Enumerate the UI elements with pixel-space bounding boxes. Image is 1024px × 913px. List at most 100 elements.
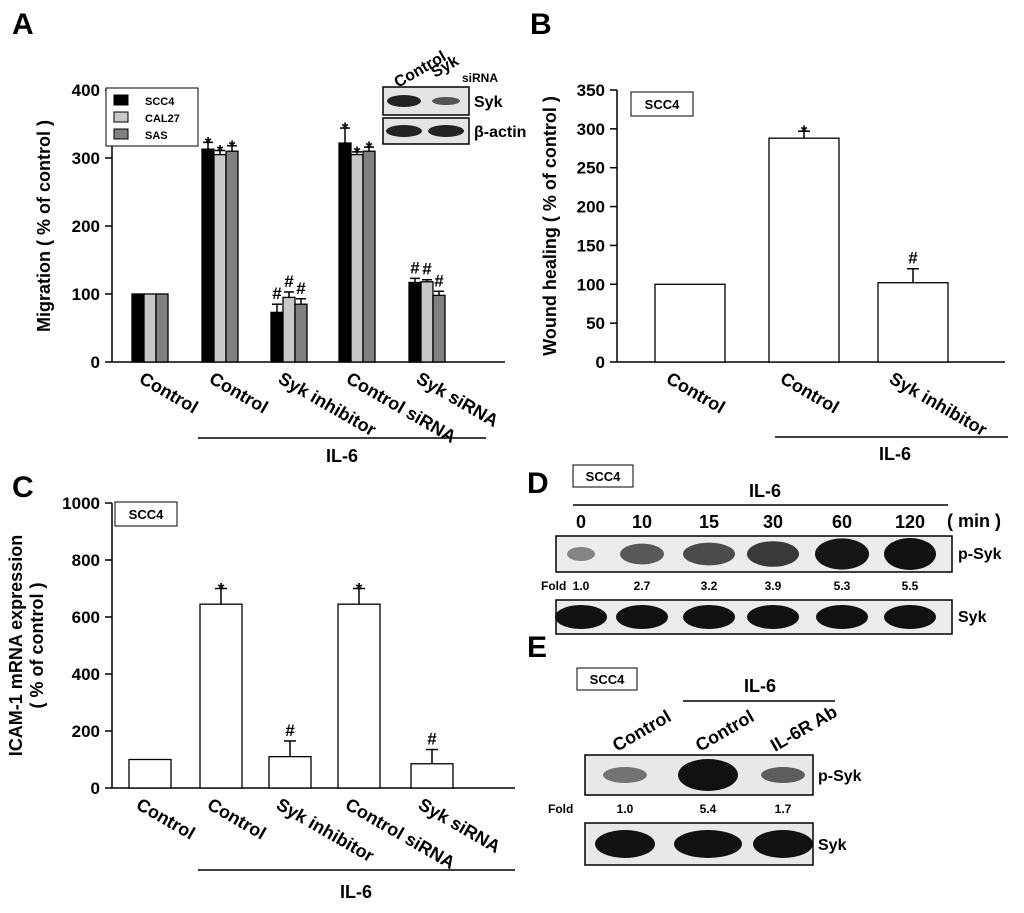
panel-d-syk-band xyxy=(747,605,799,629)
panel-c: C 0 200 400 600 800 1000 ICAM-1 mRNA expressio… xyxy=(6,471,515,902)
chart-b-category-label: Control xyxy=(663,368,728,417)
panel-d-row-psyk: p-Syk xyxy=(958,546,1002,563)
chart-b-ytick-label: 250 xyxy=(577,159,605,178)
chart-a-bar xyxy=(282,296,296,363)
chart-a-bar xyxy=(143,293,157,363)
chart-c-category-label: Control xyxy=(204,794,269,843)
panel-d-fold-label: Fold xyxy=(541,579,566,593)
chart-b-bar xyxy=(877,282,949,363)
chart-c-sig-mark: # xyxy=(285,721,295,740)
chart-a-ytick-label: 200 xyxy=(72,217,100,236)
legend-scc4: SCC4 xyxy=(145,96,175,108)
chart-b-category-label: Syk inhibitor xyxy=(886,368,990,440)
panel-d-fold: 5.3 xyxy=(834,579,851,593)
panel-e: E SCC4 IL-6 Control Control IL-6R Ab p-Syk… xyxy=(527,631,862,866)
panel-e-fold: 5.4 xyxy=(700,802,717,816)
panel-e-label: E xyxy=(527,631,547,664)
chart-a-sig-mark: * xyxy=(205,133,212,152)
chart-a-sig-mark: # xyxy=(422,260,432,279)
chart-c-sig-mark: * xyxy=(218,580,225,599)
panel-b-label: B xyxy=(530,8,552,41)
chart-b-sig-mark: * xyxy=(801,122,808,141)
panel-e-column: Control xyxy=(692,706,757,755)
chart-a-ytick-label: 400 xyxy=(72,81,100,100)
panel-d-fold: 3.9 xyxy=(765,579,782,593)
panel-d-psyk-band xyxy=(884,538,936,570)
chart-a-sig-mark: # xyxy=(434,271,444,290)
panel-e-fold-label: Fold xyxy=(548,802,573,816)
panel-d-syk-band xyxy=(816,605,868,629)
chart-a-sig-mark: # xyxy=(272,284,282,303)
chart-b-sig-mark: # xyxy=(908,249,918,268)
panel-d-fold: 5.5 xyxy=(902,579,919,593)
chart-b-ytick-label: 200 xyxy=(577,198,605,217)
panel-e-cell-line: SCC4 xyxy=(590,672,625,687)
panel-d-label: D xyxy=(527,467,549,500)
legend-sas: SAS xyxy=(145,130,168,142)
panel-d-psyk-band xyxy=(567,547,595,561)
chart-b-category-label: Control xyxy=(777,368,842,417)
panel-d: D SCC4 IL-6 0 10 15 30 60 120 ( min ) p-Syk F… xyxy=(527,464,1002,635)
blot-a-row-syk: Syk xyxy=(474,94,503,111)
panel-d-fold: 2.7 xyxy=(634,579,651,593)
panel-a-label: A xyxy=(12,8,34,41)
panel-d-syk-band xyxy=(555,605,607,629)
chart-a-bar xyxy=(225,150,239,363)
panel-d-row-syk: Syk xyxy=(958,609,987,626)
panel-a-treatment: IL-6 xyxy=(326,446,358,466)
chart-a-bar xyxy=(213,153,227,363)
chart-a-sig-mark: * xyxy=(342,119,349,138)
chart-b-ytick-label: 300 xyxy=(577,120,605,139)
panel-d-syk-band xyxy=(884,605,936,629)
chart-a-sig-mark: * xyxy=(229,137,236,156)
panel-e-row-syk: Syk xyxy=(818,837,847,854)
panel-d-psyk-band xyxy=(747,541,799,567)
chart-a-bar xyxy=(420,281,434,363)
panel-e-column: Control xyxy=(609,706,674,755)
chart-c-bar xyxy=(199,603,243,789)
panel-d-time: 30 xyxy=(763,512,783,532)
chart-c-ytick-label: 200 xyxy=(72,722,100,741)
panel-e-fold: 1.0 xyxy=(617,802,634,816)
panel-d-psyk-band xyxy=(620,543,664,565)
blot-a-row-actin: β-actin xyxy=(474,124,526,141)
chart-b-ylabel: Wound healing ( % of control ) xyxy=(540,96,560,356)
panel-b-cell-line: SCC4 xyxy=(645,97,680,112)
chart-c-ytick-label: 0 xyxy=(91,779,100,798)
chart-b-ytick-label: 0 xyxy=(596,353,605,372)
panel-d-fold: 1.0 xyxy=(573,579,590,593)
chart-a-category-label: Control xyxy=(206,368,271,417)
chart-a-ytick-label: 100 xyxy=(72,285,100,304)
chart-c-ylabel-2: ( % of control ) xyxy=(27,583,47,709)
panel-a: A 0 100 200 300 400 Migration ( % of control … xyxy=(12,8,526,466)
panel-d-time: 60 xyxy=(832,512,852,532)
chart-a-sig-mark: * xyxy=(366,138,373,157)
chart-c-ytick-label: 1000 xyxy=(62,494,100,513)
panel-d-time: 10 xyxy=(632,512,652,532)
chart-a-ylabel: Migration ( % of control ) xyxy=(34,120,54,332)
panel-d-fold: 3.2 xyxy=(701,579,718,593)
panel-c-cell-line: SCC4 xyxy=(129,507,164,522)
chart-c-category-label: Control xyxy=(133,794,198,843)
chart-b-bar xyxy=(768,137,840,363)
panel-d-time: 15 xyxy=(699,512,719,532)
chart-a-sig-mark: * xyxy=(217,142,224,161)
chart-a-bar xyxy=(131,293,145,363)
panel-d-unit: ( min ) xyxy=(947,511,1001,531)
panel-c-label: C xyxy=(12,471,34,504)
panel-d-cell-line: SCC4 xyxy=(586,469,621,484)
chart-a-bar xyxy=(408,281,422,363)
panel-e-row-psyk: p-Syk xyxy=(818,768,862,785)
chart-a-bar xyxy=(201,148,215,363)
chart-a-bar xyxy=(155,293,169,363)
chart-c-sig-mark: # xyxy=(427,730,437,749)
chart-a-sig-mark: # xyxy=(284,272,294,291)
chart-b-bar xyxy=(654,283,726,363)
chart-a-ytick-label: 300 xyxy=(72,149,100,168)
chart-a-bar xyxy=(432,294,446,363)
panel-c-treatment: IL-6 xyxy=(340,882,372,902)
panel-d-syk-band xyxy=(616,605,668,629)
chart-a-bar xyxy=(270,311,284,363)
panel-d-treatment: IL-6 xyxy=(749,481,781,501)
